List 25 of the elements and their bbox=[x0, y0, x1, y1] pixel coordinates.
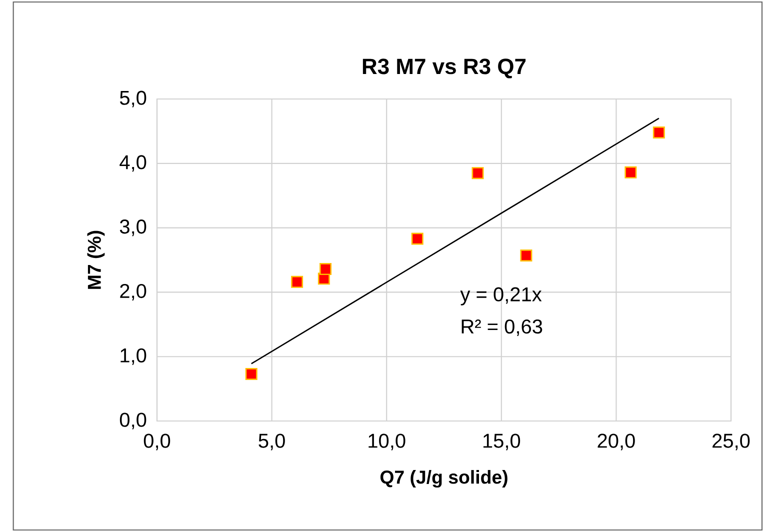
y-tick-label: 0,0 bbox=[120, 412, 146, 430]
point bbox=[320, 263, 332, 276]
point bbox=[291, 276, 304, 288]
point bbox=[411, 232, 424, 245]
point bbox=[472, 167, 484, 180]
x-tick-label: 5,0 bbox=[258, 434, 285, 450]
y-tick-label: 5,0 bbox=[120, 90, 146, 108]
point bbox=[245, 368, 258, 380]
x-axis-title: Q7 (J/g solide) bbox=[380, 470, 508, 488]
annotation: y = 0,21x bbox=[460, 287, 542, 306]
y-tick-label: 2,0 bbox=[120, 284, 146, 300]
annotation: R² = 0,63 bbox=[462, 319, 542, 336]
y-axis-title: M7 (%) bbox=[87, 230, 105, 289]
point bbox=[520, 250, 532, 262]
y-tick-label: 3,0 bbox=[120, 220, 146, 236]
chart-title: R3 M7 vs R3 Q7 bbox=[362, 58, 526, 78]
x-tick-label: 10,0 bbox=[368, 434, 406, 450]
point bbox=[652, 126, 665, 138]
y-tick-label: 1,0 bbox=[120, 348, 146, 365]
y-tick-label: 4,0 bbox=[120, 155, 146, 172]
x-tick-label: 20,0 bbox=[598, 434, 635, 450]
x-tick-label: 0,0 bbox=[144, 434, 170, 450]
point bbox=[624, 166, 637, 178]
x-tick-label: 25,0 bbox=[712, 434, 750, 450]
x-tick-label: 15,0 bbox=[483, 434, 520, 450]
